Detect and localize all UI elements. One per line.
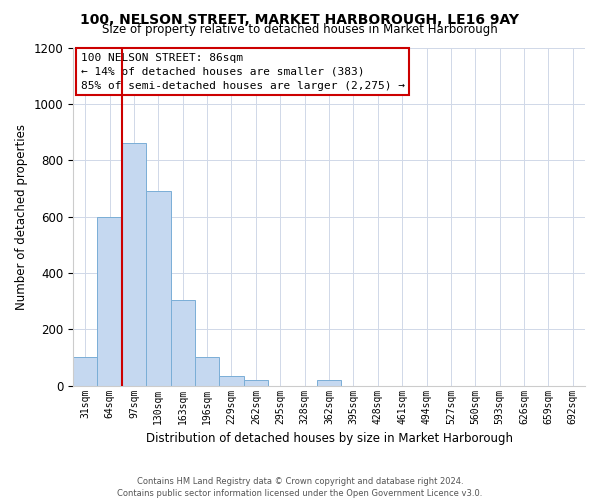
Bar [195,358,220,386]
Bar [122,144,146,386]
Y-axis label: Number of detached properties: Number of detached properties [15,124,28,310]
Text: Size of property relative to detached houses in Market Harborough: Size of property relative to detached ho… [102,22,498,36]
Bar [73,358,97,386]
X-axis label: Distribution of detached houses by size in Market Harborough: Distribution of detached houses by size … [146,432,512,445]
Bar [170,300,195,386]
Bar [146,191,170,386]
Text: Contains HM Land Registry data © Crown copyright and database right 2024.
Contai: Contains HM Land Registry data © Crown c… [118,476,482,498]
Bar [220,376,244,386]
Text: 100, NELSON STREET, MARKET HARBOROUGH, LE16 9AY: 100, NELSON STREET, MARKET HARBOROUGH, L… [80,12,520,26]
Bar [97,216,122,386]
Bar [317,380,341,386]
Bar [244,380,268,386]
Text: 100 NELSON STREET: 86sqm
← 14% of detached houses are smaller (383)
85% of semi-: 100 NELSON STREET: 86sqm ← 14% of detach… [81,52,405,90]
